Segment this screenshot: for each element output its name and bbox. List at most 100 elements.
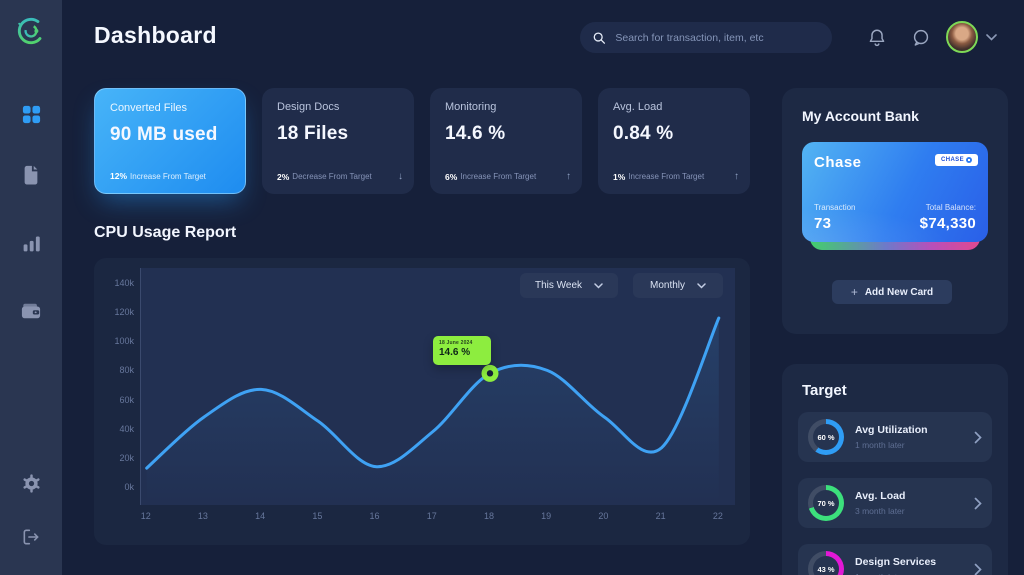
x-tick-label: 15 (312, 511, 323, 521)
stat-label: Design Docs (277, 101, 340, 113)
y-tick-label: 60k (119, 394, 134, 405)
bank-card-name: Chase (814, 154, 862, 171)
stat-delta-text: Increase From Target (130, 171, 206, 181)
target-panel: Target 60 % Avg Utilization 1 month late… (782, 364, 1008, 575)
stat-label: Converted Files (110, 102, 188, 114)
progress-percent: 70 % (817, 498, 835, 508)
target-item-avg-load[interactable]: 70 % Avg. Load 3 month later (798, 478, 992, 528)
stat-value: 14.6 % (445, 123, 506, 144)
x-tick-label: 14 (255, 511, 266, 521)
stat-value: 18 Files (277, 123, 349, 144)
cpu-line-chart (145, 316, 721, 505)
y-tick-label: 40k (119, 423, 134, 434)
add-new-card-label: Add New Card (864, 286, 934, 298)
stat-delta-text: Decrease From Target (292, 172, 372, 181)
tooltip-date: 18 June 2024 (438, 340, 473, 347)
arrow-up-icon: ↑ (734, 171, 739, 182)
arrow-up-icon: ↑ (566, 171, 571, 182)
stat-label: Monitoring (445, 101, 497, 113)
x-tick-label: 20 (598, 511, 609, 521)
sidebar-item-dashboard[interactable] (0, 97, 62, 131)
stat-delta: 1% (613, 171, 626, 182)
filter-label: This Week (534, 280, 583, 291)
cpu-usage-chart-panel: This Week Monthly 18 June 2024 14.6 % 0k… (94, 258, 750, 545)
sidebar-item-logout[interactable] (0, 520, 62, 554)
stat-value: 90 MB used (110, 124, 218, 145)
bar-chart-icon (23, 236, 40, 251)
wallet-icon (21, 303, 41, 319)
brand-dot-icon (966, 157, 972, 163)
x-tick-label: 19 (541, 511, 552, 521)
chevron-down-icon (697, 282, 706, 289)
transaction-label: Transaction (814, 203, 856, 212)
x-tick-label: 17 (426, 511, 437, 521)
y-tick-label: 0k (124, 482, 134, 492)
sidebar (0, 0, 62, 575)
tooltip-value: 14.6 % (438, 347, 471, 359)
stat-card-converted-files: Converted Files 90 MB used 12% Increase F… (94, 88, 246, 194)
filter-this-week-dropdown[interactable]: This Week (520, 273, 618, 298)
search-input[interactable] (615, 31, 820, 44)
target-item-sub: 1 month later (855, 440, 905, 450)
bank-panel-title: My Account Bank (802, 108, 919, 124)
plus-icon: + (850, 285, 858, 299)
plot-area: 18 June 2024 14.6 % (140, 268, 735, 505)
target-item-sub: 1 month later (855, 572, 936, 575)
balance-label: Total Balance: (925, 203, 976, 212)
y-tick-label: 140k (114, 278, 134, 288)
stat-delta: 2% (277, 171, 290, 182)
sidebar-item-documents[interactable] (0, 158, 62, 192)
x-tick-label: 22 (712, 511, 723, 521)
sidebar-item-wallet[interactable] (0, 294, 62, 328)
stat-delta-text: Increase From Target (628, 172, 705, 181)
bell-icon[interactable] (866, 27, 888, 49)
progress-ring: 70 % (808, 485, 844, 521)
target-item-label: Avg. Load (855, 490, 906, 502)
bank-card: Chase CHASE Transaction 73 Total Balance… (802, 142, 988, 250)
progress-percent: 60 % (817, 432, 835, 442)
filter-monthly-dropdown[interactable]: Monthly (633, 273, 723, 298)
chevron-down-icon (594, 282, 603, 289)
x-tick-label: 18 (483, 511, 494, 521)
chevron-right-icon (974, 563, 982, 575)
add-new-card-button[interactable]: + Add New Card (832, 280, 952, 304)
page-title: Dashboard (94, 22, 217, 48)
stat-card-monitoring: Monitoring 14.6 % 6% Increase From Target… (430, 88, 582, 194)
gear-icon (22, 473, 40, 493)
stat-card-design-docs: Design Docs 18 Files 2% Decrease From Tar… (262, 88, 414, 194)
logout-icon (23, 529, 39, 545)
profile-chevron-down-icon[interactable] (986, 34, 997, 41)
y-tick-label: 80k (119, 365, 134, 376)
x-tick-label: 21 (655, 511, 666, 521)
balance-value: $74,330 (919, 215, 976, 232)
target-item-avg-utilization[interactable]: 60 % Avg Utilization 1 month later (798, 412, 992, 462)
y-tick-label: 120k (114, 307, 134, 318)
y-tick-label: 20k (119, 452, 134, 463)
sidebar-item-analytics[interactable] (0, 226, 62, 260)
filter-label: Monthly (649, 280, 685, 291)
chevron-right-icon (974, 431, 982, 444)
chevron-right-icon (974, 497, 982, 510)
chart-area-fill (146, 318, 719, 505)
stat-delta-text: Increase From Target (460, 172, 537, 181)
app-logo-icon (13, 13, 49, 49)
y-tick-label: 100k (114, 336, 134, 347)
chat-icon[interactable] (910, 27, 932, 49)
chart-line (145, 316, 721, 470)
bank-brand-badge: CHASE (934, 154, 978, 166)
user-avatar[interactable] (946, 21, 978, 53)
arrow-down-icon: ↓ (398, 171, 403, 182)
stat-card-avg-load: Avg. Load 0.84 % 1% Increase From Target ↑ (598, 88, 750, 194)
target-item-label: Design Services (855, 556, 937, 568)
sidebar-item-settings[interactable] (0, 466, 62, 500)
bank-brand-label: CHASE (940, 157, 964, 163)
target-panel-title: Target (802, 382, 847, 399)
file-icon (24, 165, 38, 185)
search-bar[interactable] (580, 22, 832, 53)
target-item-design-services[interactable]: 43 % Design Services 1 month later (798, 544, 992, 575)
target-item-sub: 3 month later (855, 506, 905, 516)
x-tick-label: 12 (140, 511, 151, 521)
grid-icon (22, 105, 40, 123)
x-tick-label: 16 (369, 511, 380, 521)
target-item-label: Avg Utilization (855, 424, 928, 436)
